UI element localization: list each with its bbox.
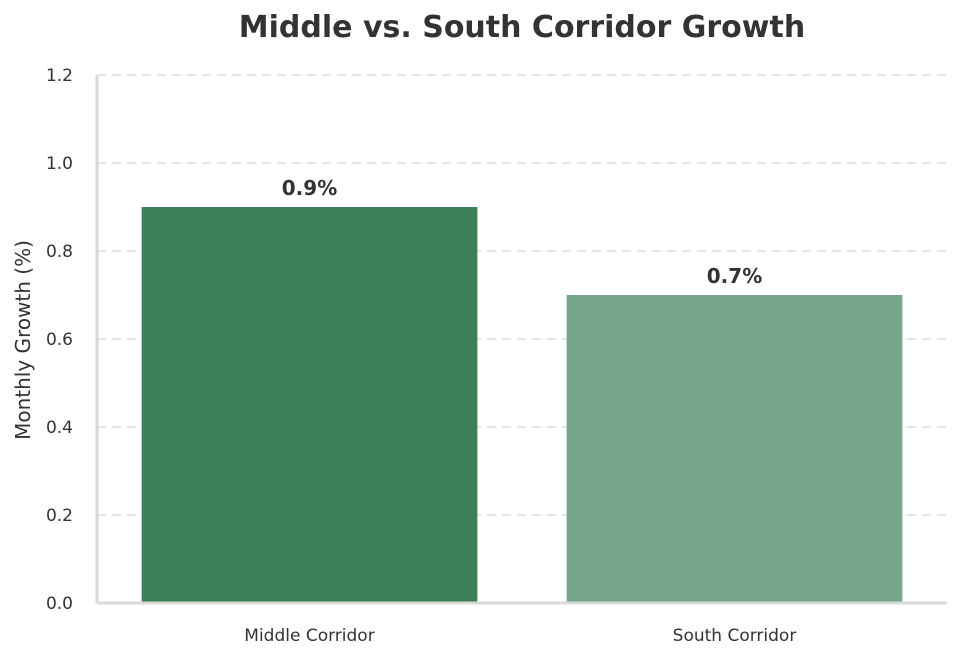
y-tick-label: 0.2	[46, 506, 73, 526]
chart-title: Middle vs. South Corridor Growth	[239, 10, 805, 45]
bars-group	[141, 207, 903, 603]
bar	[141, 207, 478, 603]
bar	[566, 295, 903, 603]
data-label: 0.7%	[707, 264, 762, 288]
x-tick-labels: Middle Corridor South Corridor	[244, 626, 796, 646]
y-tick-label: 0.4	[46, 418, 73, 438]
y-tick-labels: 0.0 0.2 0.4 0.6 0.8 1.0 1.2	[46, 66, 73, 614]
y-tick-label: 0.6	[46, 330, 73, 350]
y-tick-label: 1.0	[46, 154, 73, 174]
y-tick-label: 0.0	[46, 594, 73, 614]
x-tick-label: Middle Corridor	[244, 626, 374, 646]
y-axis-label: Monthly Growth (%)	[11, 240, 35, 440]
data-labels: 0.9% 0.7%	[282, 176, 762, 288]
y-tick-label: 0.8	[46, 242, 73, 262]
y-tick-label: 1.2	[46, 66, 73, 86]
axes-group	[95, 75, 947, 605]
data-label: 0.9%	[282, 176, 337, 200]
x-tick-label: South Corridor	[673, 626, 797, 646]
